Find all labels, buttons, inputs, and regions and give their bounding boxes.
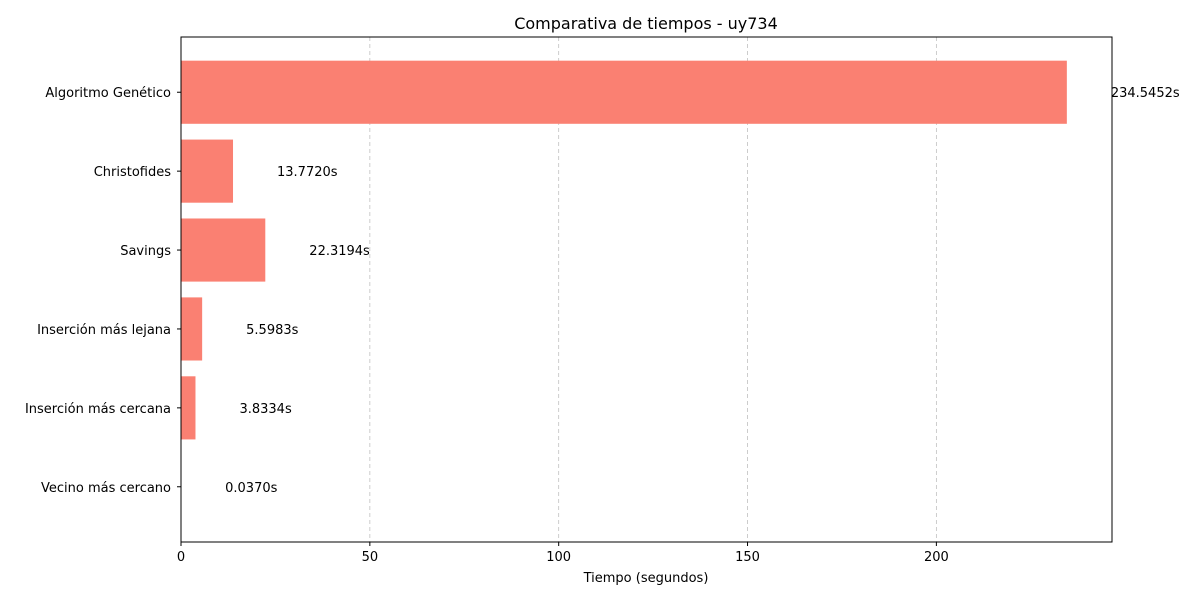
y-tick-label: Christofides bbox=[94, 165, 172, 180]
x-axis: 0 50 100 150 200 bbox=[177, 542, 949, 565]
bar bbox=[181, 376, 196, 440]
value-label: 3.8334s bbox=[239, 402, 291, 417]
x-tick-label: 150 bbox=[735, 550, 760, 565]
x-axis-label: Tiempo (segundos) bbox=[583, 571, 709, 586]
value-label: 0.0370s bbox=[225, 481, 277, 496]
bar bbox=[181, 60, 1067, 124]
x-tick-label: 50 bbox=[362, 550, 379, 565]
x-tick-label: 0 bbox=[177, 550, 185, 565]
bar bbox=[181, 218, 266, 282]
y-tick-label: Savings bbox=[120, 244, 171, 259]
plot-frame bbox=[180, 36, 1113, 543]
bar bbox=[181, 139, 234, 203]
x-tick-label: 200 bbox=[924, 550, 949, 565]
value-labels: 234.5452s 13.7720s 22.3194s 5.5983s 3.8334s 0… bbox=[225, 86, 1180, 496]
x-tick-label: 100 bbox=[546, 550, 571, 565]
y-tick-label: Inserción más cercana bbox=[25, 402, 171, 417]
bar bbox=[181, 297, 203, 361]
y-tick-label: Vecino más cercano bbox=[41, 481, 171, 496]
y-tick-label: Inserción más lejana bbox=[37, 323, 171, 338]
y-tick-label: Algoritmo Genético bbox=[45, 86, 171, 101]
y-axis: Algoritmo Genético Christofides Savings Ins… bbox=[25, 86, 181, 496]
value-label: 234.5452s bbox=[1111, 86, 1180, 101]
value-label: 22.3194s bbox=[309, 244, 370, 259]
value-label: 5.5983s bbox=[246, 323, 298, 338]
bars bbox=[181, 60, 1067, 519]
value-label: 13.7720s bbox=[277, 165, 338, 180]
chart-title: Comparativa de tiempos - uy734 bbox=[514, 14, 778, 33]
